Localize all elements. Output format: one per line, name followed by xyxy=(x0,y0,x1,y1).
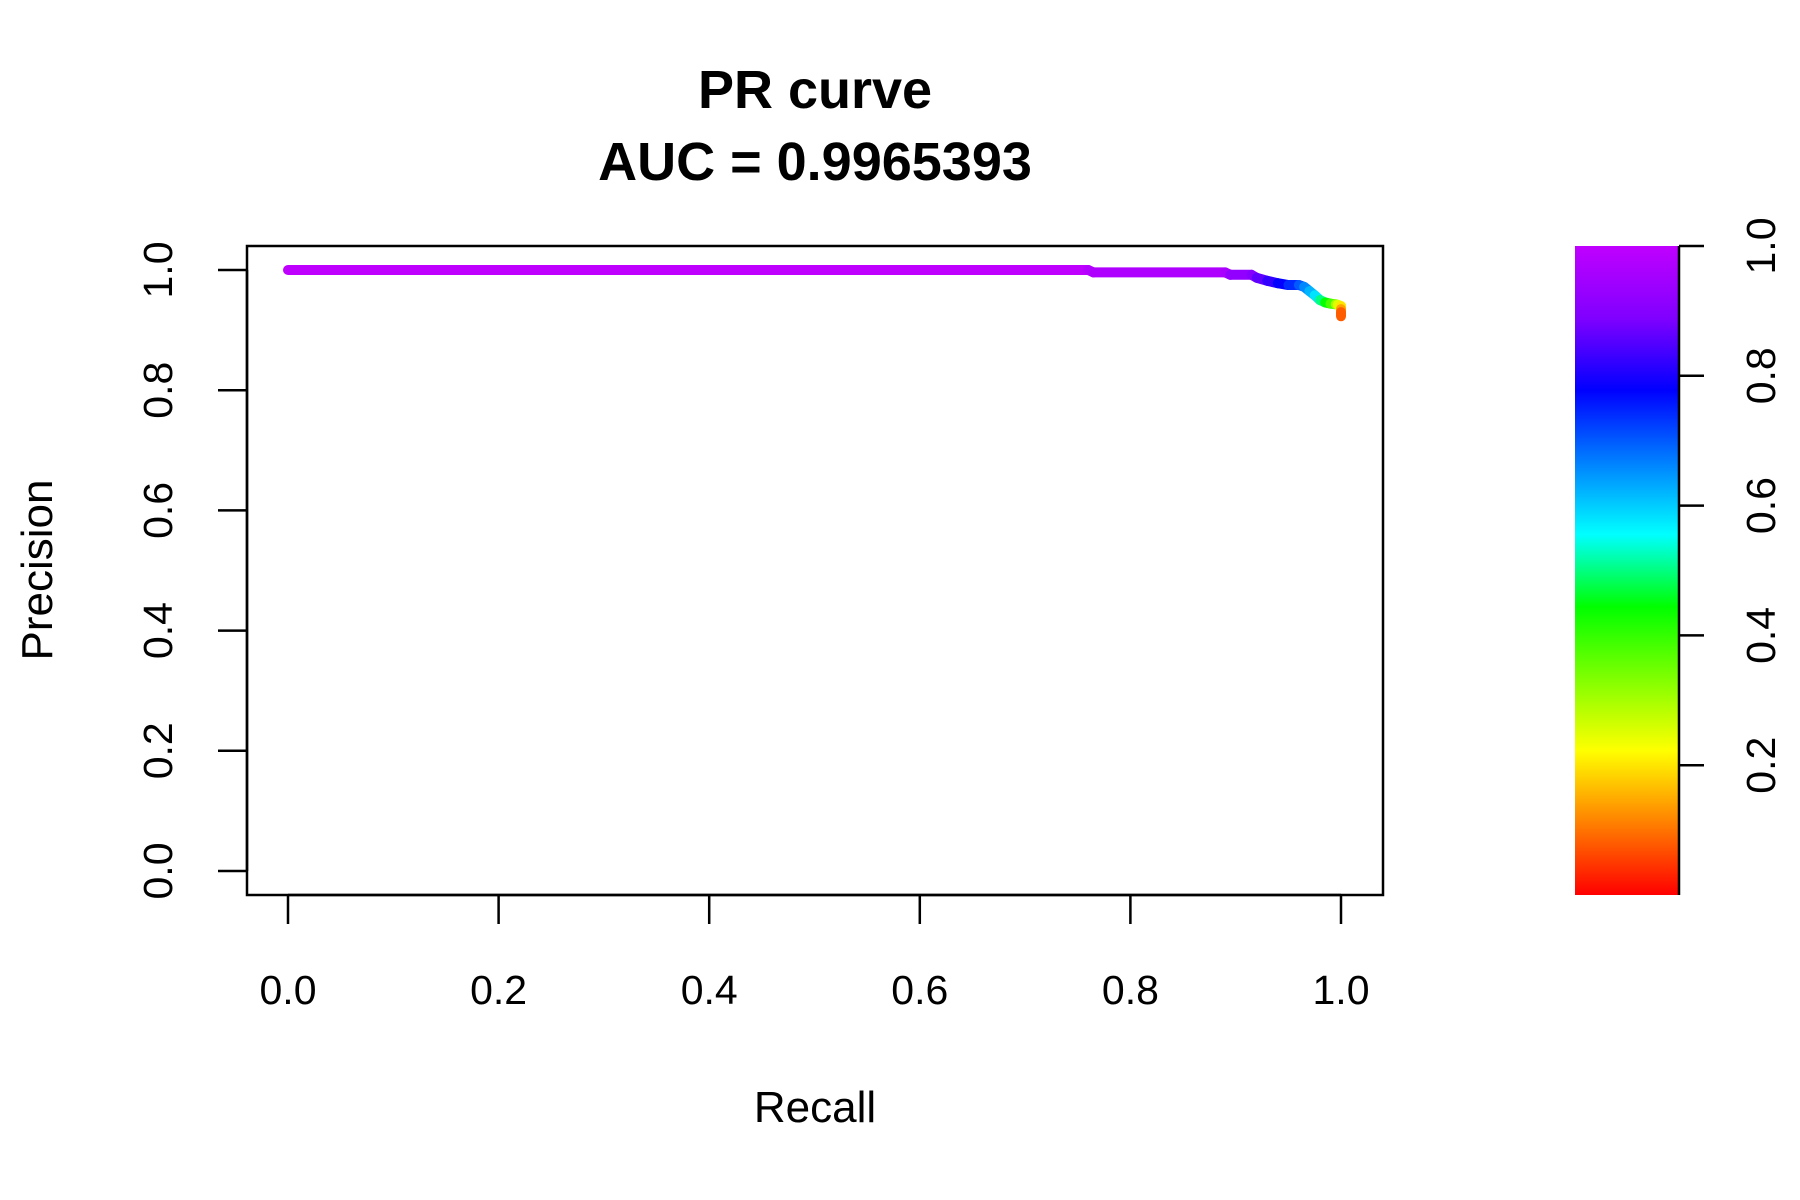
x-axis: 0.0 0.2 0.4 0.6 0.8 1.0 xyxy=(260,893,1370,1013)
y-tick-label: 0.6 xyxy=(135,482,181,539)
x-tick-label: 0.2 xyxy=(470,967,527,1013)
y-tick-label: 0.0 xyxy=(135,843,181,900)
x-tick-label: 1.0 xyxy=(1313,967,1370,1013)
x-axis-label: Recall xyxy=(754,1083,876,1132)
colorbar-tick-label: 0.2 xyxy=(1738,737,1784,794)
y-axis-label: Precision xyxy=(13,480,62,661)
x-tick-label: 0.4 xyxy=(681,967,738,1013)
pr-curve-series xyxy=(283,265,1346,322)
y-tick-label: 1.0 xyxy=(135,242,181,299)
colorbar-tick-label: 0.4 xyxy=(1738,607,1784,664)
x-tick-label: 0.8 xyxy=(1102,967,1159,1013)
y-tick-label: 0.4 xyxy=(135,602,181,659)
colorbar-tick-label: 0.6 xyxy=(1738,477,1784,534)
x-tick-label: 0.6 xyxy=(891,967,948,1013)
chart-title: PR curve xyxy=(698,60,932,120)
y-axis: 0.0 0.2 0.4 0.6 0.8 1.0 xyxy=(135,242,249,900)
colorbar xyxy=(1575,246,1679,895)
y-tick-label: 0.8 xyxy=(135,362,181,419)
x-tick-label: 0.0 xyxy=(260,967,317,1013)
colorbar-tick-label: 0.8 xyxy=(1738,347,1784,404)
y-tick-label: 0.2 xyxy=(135,722,181,779)
chart-subtitle: AUC = 0.9965393 xyxy=(598,132,1032,192)
colorbar-tick-label: 1.0 xyxy=(1738,218,1784,275)
plot-frame xyxy=(245,244,1385,897)
colorbar-axis: 0.2 0.4 0.6 0.8 1.0 xyxy=(1679,218,1784,794)
